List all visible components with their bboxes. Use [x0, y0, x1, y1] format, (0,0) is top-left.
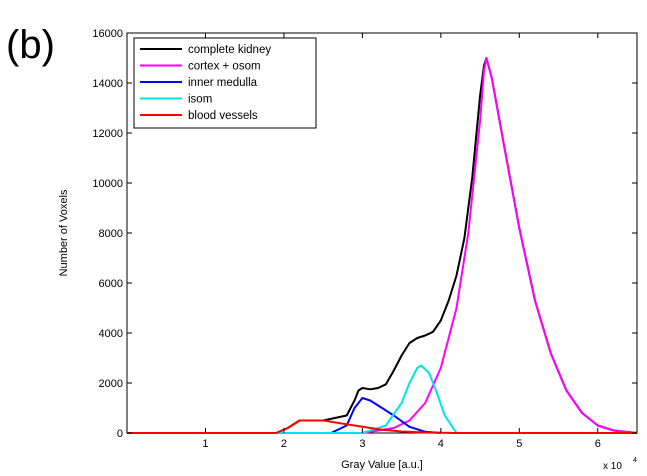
legend-entry: cortex + osom — [188, 61, 261, 73]
series-line-blood-vessels — [127, 419, 637, 434]
legend: complete kidney cortex + osom inner medull… — [133, 37, 317, 129]
y-axis-ticks: 0 2000 4000 6000 8000 10000 12000 14000 16000 — [92, 28, 637, 440]
x-tick-label: 2 — [281, 438, 287, 450]
x-tick-label: 3 — [359, 438, 365, 450]
panel-label: (b) — [6, 23, 55, 67]
legend-entry: inner medulla — [188, 77, 258, 89]
series-line-isom — [127, 364, 637, 434]
y-tick-label: 12000 — [92, 128, 123, 140]
series-line-inner-medulla — [127, 397, 441, 434]
y-tick-label: 6000 — [99, 278, 123, 290]
y-tick-label: 14000 — [92, 78, 123, 90]
legend-entry: blood vessels — [188, 110, 258, 122]
x-exponent-power: 4 — [633, 457, 637, 464]
y-tick-label: 4000 — [99, 328, 123, 340]
x-exponent-base: x 10 — [603, 461, 622, 472]
y-tick-label: 8000 — [99, 228, 123, 240]
series-layer — [127, 57, 638, 434]
y-tick-label: 16000 — [92, 28, 123, 40]
x-axis-exponent: x 10 4 — [603, 457, 637, 472]
y-tick-label: 10000 — [92, 178, 123, 190]
y-tick-label: 2000 — [99, 378, 123, 390]
series-line-cortex-osom — [127, 57, 638, 434]
legend-entry: complete kidney — [188, 44, 271, 56]
x-tick-label: 4 — [438, 438, 444, 450]
x-axis-title: Gray Value [a.u.] — [341, 459, 423, 471]
y-axis-title: Number of Voxels — [58, 189, 70, 276]
x-axis-ticks: 1 2 3 4 5 6 — [202, 33, 601, 450]
x-tick-label: 6 — [595, 438, 601, 450]
x-tick-label: 1 — [202, 438, 208, 450]
x-tick-label: 5 — [516, 438, 522, 450]
legend-entry: isom — [188, 94, 212, 106]
y-tick-label: 0 — [117, 428, 123, 440]
